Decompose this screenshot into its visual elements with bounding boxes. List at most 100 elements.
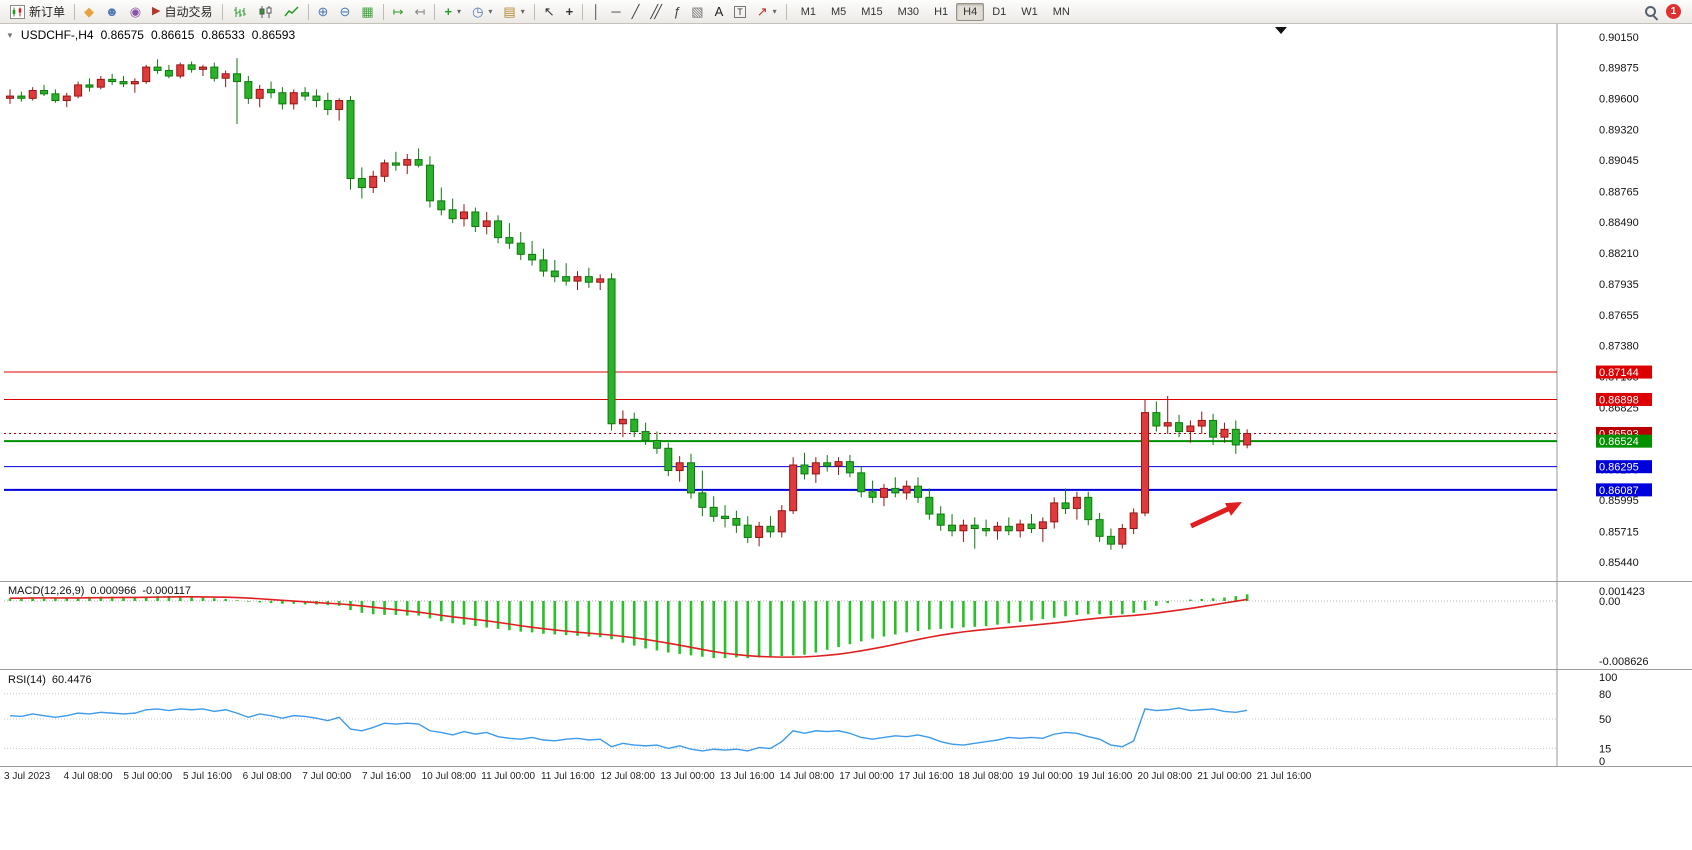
candle-body	[1152, 412, 1161, 427]
horizontal-line-button[interactable]: ─	[606, 2, 625, 22]
candle-body	[301, 92, 310, 97]
horizontal-line-icon: ─	[611, 4, 621, 19]
channel-button[interactable]: ╱╱	[645, 2, 667, 22]
candle-body	[119, 81, 128, 85]
svg-text:0.88490: 0.88490	[1599, 217, 1639, 229]
candles[interactable]	[6, 58, 1252, 550]
candle-body	[789, 464, 798, 512]
horizontal-lines[interactable]	[4, 371, 1557, 491]
auto-scroll-button[interactable]: ↦	[388, 2, 409, 22]
chevron-down-icon: ▾	[772, 7, 777, 16]
time-axis-label: 19 Jul 16:00	[1078, 771, 1133, 782]
chart-shift-button[interactable]: ↤	[410, 2, 431, 22]
svg-text:-0.008626: -0.008626	[1599, 656, 1649, 668]
profile-icon: ☻	[105, 4, 119, 19]
crosshair-button[interactable]: +	[561, 2, 579, 22]
candle-body	[108, 78, 117, 83]
notification-badge[interactable]: 1	[1666, 4, 1681, 19]
svg-text:0: 0	[1599, 756, 1605, 768]
toolbar-separator	[221, 3, 223, 20]
timeframe-d1[interactable]: D1	[992, 5, 1007, 18]
rsi-indicator[interactable]: 100 80 50 150	[4, 672, 1617, 768]
zoom-in-button[interactable]: ⊕	[313, 2, 334, 22]
bar-chart-button[interactable]	[227, 2, 252, 22]
community-button[interactable]: ◉	[125, 2, 146, 22]
timeframe-m30[interactable]: M30	[897, 5, 920, 18]
candle-body	[959, 524, 968, 532]
time-axis-label: 10 Jul 08:00	[422, 771, 477, 782]
time-axis[interactable]: 3 Jul 2023 4 Jul 08:00 5 Jul 00:00 5 Jul 16…	[4, 771, 1312, 782]
crosshair-icon: +	[565, 4, 574, 19]
svg-text:0.86898: 0.86898	[1599, 394, 1639, 406]
timeframe-h1[interactable]: H1	[934, 5, 949, 18]
search-button[interactable]	[1639, 2, 1663, 22]
timeframe-m1[interactable]: M1	[800, 5, 816, 18]
shapes-icon: ▧	[691, 4, 704, 19]
template-icon: ▤	[503, 4, 516, 19]
templates-button[interactable]: ▤ ▾	[498, 2, 529, 22]
candle-body	[891, 487, 900, 494]
time-axis-label: 21 Jul 16:00	[1257, 771, 1312, 782]
time-axis-label: 5 Jul 16:00	[183, 771, 232, 782]
arrows-button[interactable]: ↗ ▾	[752, 2, 782, 22]
candle-body	[40, 90, 49, 95]
candle-body	[562, 276, 571, 282]
time-axis-label: 4 Jul 08:00	[64, 771, 113, 782]
candlestick-chart-button[interactable]	[253, 2, 278, 22]
svg-text:0.87380: 0.87380	[1599, 341, 1639, 353]
price-tags: 0.865930.871440.868980.865240.862950.860…	[1596, 365, 1652, 497]
candle-body	[641, 431, 650, 441]
timeframe-w1[interactable]: W1	[1021, 5, 1038, 18]
line-chart-icon	[283, 5, 299, 16]
arrow-annotation	[1189, 502, 1242, 529]
candle-body	[743, 524, 752, 538]
candle-body	[51, 93, 60, 102]
svg-text:100: 100	[1599, 672, 1617, 684]
svg-text:0.85995: 0.85995	[1599, 495, 1639, 507]
tile-windows-button[interactable]: ▦	[356, 2, 378, 22]
periods-button[interactable]: ◷ ▾	[467, 2, 497, 22]
time-axis-label: 20 Jul 08:00	[1138, 771, 1193, 782]
svg-text:50: 50	[1599, 714, 1611, 726]
line-chart-button[interactable]	[279, 2, 304, 22]
candle-body	[74, 84, 83, 97]
autotrading-icon: ▶	[152, 5, 161, 17]
new-order-button[interactable]: 新订单	[5, 2, 70, 22]
zoom-out-button[interactable]: ⊖	[334, 2, 355, 22]
community-icon: ◉	[129, 4, 142, 19]
trendline-button[interactable]: ╱	[627, 2, 645, 22]
candle-body	[1016, 523, 1025, 532]
cursor-icon: ↖	[543, 4, 555, 19]
candle-body	[982, 528, 991, 532]
indicators-button[interactable]: + ▾	[439, 2, 466, 22]
timeframe-mn[interactable]: MN	[1052, 5, 1070, 18]
toolbar-separator	[582, 3, 584, 20]
cursor-button[interactable]: ↖	[539, 2, 560, 22]
candle-body	[1220, 428, 1229, 438]
candle-body	[1243, 432, 1252, 446]
candle-body	[1163, 422, 1172, 427]
timeframe-m5[interactable]: M5	[830, 5, 847, 18]
chart-shift-icon: ↤	[414, 4, 426, 19]
svg-text:80: 80	[1599, 689, 1611, 701]
autotrading-button[interactable]: ▶ 自动交易	[147, 2, 217, 22]
time-axis-label: 6 Jul 08:00	[243, 771, 292, 782]
vertical-line-button[interactable]: │	[587, 2, 605, 22]
one-click-trading-toggle[interactable]: ▼	[6, 30, 14, 40]
mql5-button[interactable]: ◆	[79, 2, 99, 22]
time-axis-label: 18 Jul 08:00	[959, 771, 1014, 782]
svg-text:0.90150: 0.90150	[1599, 32, 1639, 44]
timeframe-m15[interactable]: M15	[861, 5, 883, 18]
candle-body	[391, 162, 400, 166]
shapes-button[interactable]: ▧	[686, 2, 708, 22]
timeframe-h4[interactable]: H4	[956, 2, 985, 21]
candle-body	[652, 439, 661, 449]
svg-text:0.88210: 0.88210	[1599, 248, 1639, 260]
text-button[interactable]: A	[710, 2, 729, 22]
profile-button[interactable]: ☻	[100, 2, 124, 22]
text-label-button[interactable]: T	[729, 2, 751, 22]
time-axis-label: 12 Jul 08:00	[601, 771, 656, 782]
fibonacci-button[interactable]: ƒ	[668, 2, 685, 22]
